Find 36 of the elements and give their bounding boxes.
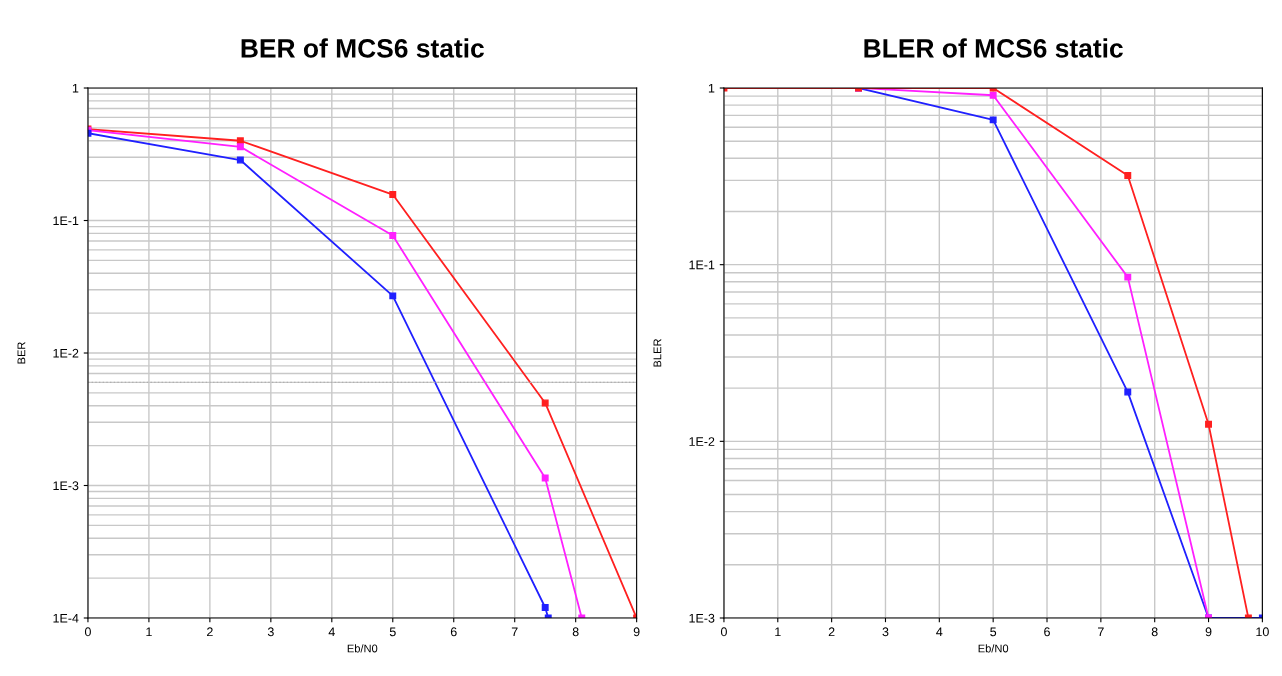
y-tick-label: 1E-2 (53, 348, 79, 358)
x-tick-label: 8 (1151, 627, 1158, 637)
x-tick-label: 0 (84, 627, 91, 637)
x-tick-label: 2 (828, 627, 835, 637)
x-tick-label: 5 (389, 627, 396, 637)
y-tick-label: 1E-1 (689, 260, 715, 270)
x-tick-label: 10 (1256, 627, 1269, 637)
y-tick-label: 1E-2 (689, 437, 715, 446)
y-tick-label: 1E-3 (689, 613, 715, 623)
chart-title: BER of MCS6 static (241, 38, 484, 58)
x-tick-label: 7 (511, 627, 518, 637)
x-tick-label: 4 (936, 627, 943, 637)
x-tick-label: 4 (328, 627, 335, 637)
y-tick-label: 1E-3 (53, 481, 79, 491)
x-tick-label: 2 (207, 627, 213, 637)
x-tick-label: 5 (990, 627, 997, 637)
x-tick-label: 7 (1098, 627, 1104, 637)
y-tick-label: 1 (72, 83, 79, 93)
x-tick-label: 6 (450, 627, 457, 637)
x-tick-label: 3 (267, 627, 274, 637)
x-tick-label: 6 (1044, 627, 1050, 637)
y-tick-label: 1E-4 (53, 613, 79, 623)
x-tick-label: 8 (572, 627, 579, 637)
y-axis-title: BER (17, 342, 26, 364)
x-tick-label: 1 (146, 627, 152, 637)
x-tick-label: 9 (1205, 627, 1212, 637)
x-tick-label: 0 (720, 627, 727, 637)
x-tick-label: 9 (633, 627, 640, 637)
x-tick-label: 3 (882, 627, 889, 637)
y-tick-label: 1E-1 (53, 216, 79, 226)
y-axis-title: BLER (653, 339, 662, 367)
x-tick-label: 1 (775, 627, 781, 637)
chart-title: BLER of MCS6 static (864, 38, 1123, 58)
x-axis-title: Eb/N0 (978, 644, 1009, 653)
y-tick-label: 1 (708, 83, 715, 93)
x-axis-title: Eb/N0 (347, 644, 378, 653)
